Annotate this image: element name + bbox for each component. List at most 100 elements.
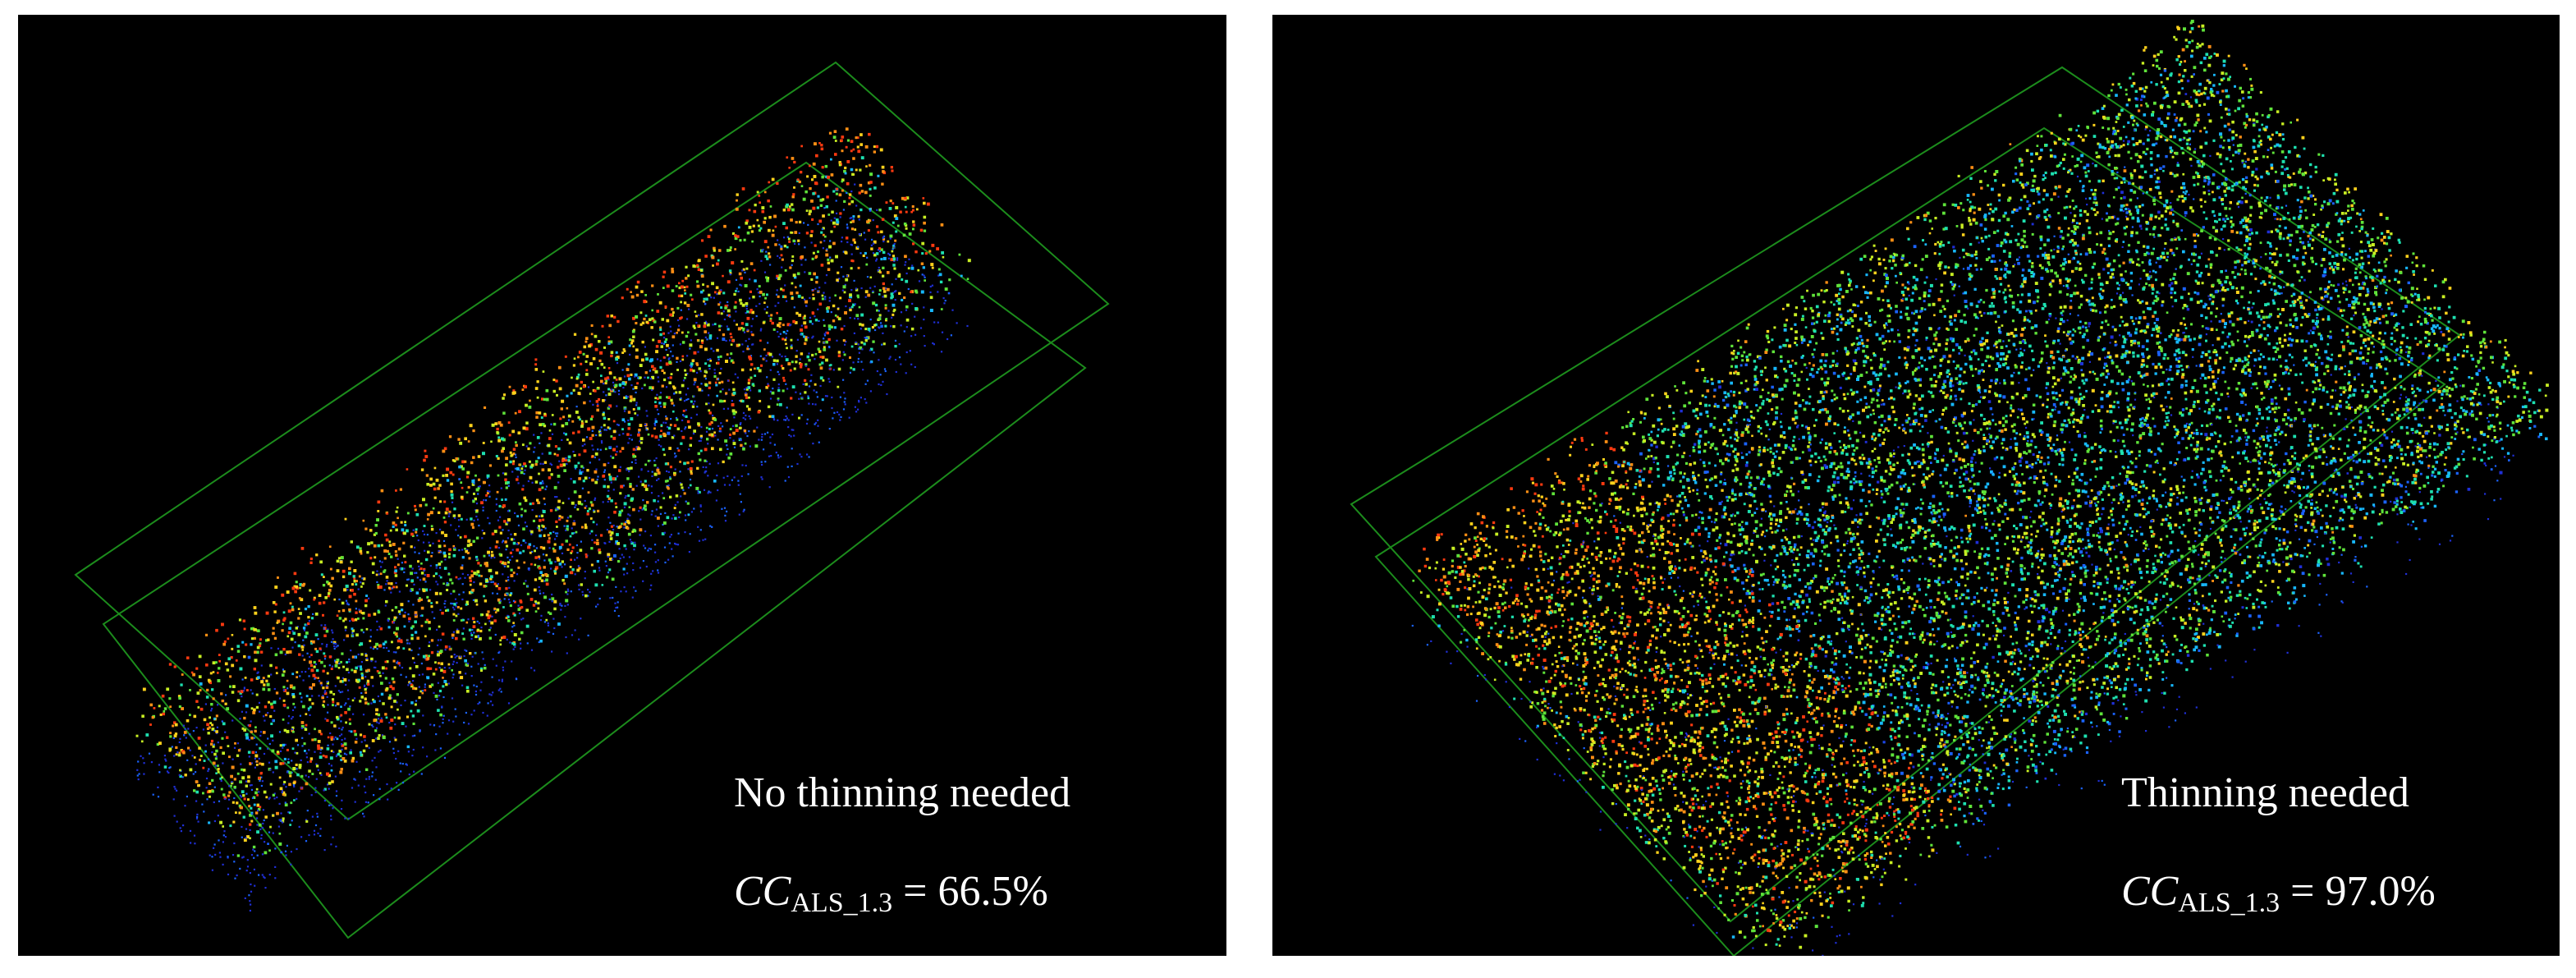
lidar-point <box>796 272 800 276</box>
lidar-point <box>784 419 787 421</box>
lidar-point <box>608 477 612 481</box>
lidar-point <box>634 373 638 377</box>
lidar-point <box>473 482 475 484</box>
lidar-point <box>837 315 839 319</box>
lidar-point <box>490 694 493 696</box>
lidar-point <box>588 476 591 480</box>
lidar-point <box>673 507 676 510</box>
lidar-point <box>437 709 440 712</box>
lidar-point <box>461 598 464 601</box>
lidar-point <box>184 774 187 777</box>
lidar-point <box>598 430 602 434</box>
lidar-point <box>280 852 282 854</box>
lidar-point <box>676 332 678 334</box>
lidar-point <box>250 806 253 810</box>
lidar-point <box>379 749 382 751</box>
lidar-point <box>708 293 711 296</box>
lidar-point <box>690 293 693 296</box>
lidar-point <box>288 811 291 815</box>
lidar-point <box>406 715 409 719</box>
lidar-point <box>795 350 798 352</box>
lidar-point <box>364 691 368 694</box>
lidar-point <box>371 724 374 727</box>
lidar-point <box>473 631 475 634</box>
lidar-point <box>429 544 432 547</box>
lidar-point <box>695 362 699 365</box>
lidar-point <box>570 571 574 575</box>
lidar-point <box>430 651 434 654</box>
lidar-point <box>517 608 520 611</box>
lidar-point <box>727 249 730 252</box>
lidar-point <box>319 834 322 837</box>
lidar-point <box>287 811 290 814</box>
lidar-point <box>458 593 461 596</box>
lidar-point <box>531 481 534 484</box>
lidar-point <box>685 277 688 280</box>
lidar-point <box>511 453 514 457</box>
lidar-point <box>651 388 653 392</box>
lidar-point <box>260 771 263 774</box>
lidar-point <box>747 382 750 385</box>
lidar-point <box>507 421 511 425</box>
lidar-point <box>717 259 720 262</box>
lidar-point <box>833 130 837 133</box>
lidar-point <box>849 193 852 196</box>
lidar-point <box>650 584 653 586</box>
lidar-point <box>516 467 520 471</box>
lidar-point <box>700 269 704 272</box>
lidar-point <box>554 508 557 512</box>
lidar-point <box>501 636 504 640</box>
lidar-point <box>364 684 366 686</box>
lidar-point <box>587 386 590 388</box>
lidar-point <box>516 475 519 478</box>
lidar-point <box>516 548 520 552</box>
lidar-point <box>622 484 625 487</box>
lidar-point <box>671 270 675 273</box>
lidar-point <box>708 364 711 367</box>
lidar-point <box>599 351 603 355</box>
lidar-point <box>798 314 802 317</box>
lidar-point <box>680 301 682 304</box>
lidar-point <box>260 680 264 684</box>
lidar-point <box>680 285 684 289</box>
lidar-point <box>566 519 569 522</box>
lidar-point <box>649 386 653 390</box>
lidar-point <box>729 357 731 360</box>
lidar-point <box>309 561 313 564</box>
lidar-point <box>693 326 696 329</box>
lidar-point <box>202 792 204 795</box>
lidar-point <box>629 353 631 356</box>
lidar-point <box>858 218 860 221</box>
lidar-point <box>543 559 546 562</box>
lidar-point <box>761 209 765 214</box>
lidar-point <box>425 618 429 622</box>
lidar-point <box>339 691 341 694</box>
lidar-point <box>473 709 475 712</box>
lidar-point <box>320 732 323 736</box>
lidar-point <box>560 407 563 411</box>
lidar-point <box>791 259 794 263</box>
lidar-point <box>296 676 298 678</box>
lidar-point <box>525 465 527 468</box>
lidar-point <box>452 514 456 517</box>
lidar-point <box>364 801 367 803</box>
lidar-point <box>396 646 399 650</box>
lidar-point <box>736 343 740 347</box>
lidar-point <box>282 618 286 622</box>
lidar-point <box>354 732 357 737</box>
lidar-point <box>572 450 575 453</box>
lidar-point <box>493 530 497 534</box>
lidar-point <box>184 805 186 807</box>
lidar-point <box>350 749 352 751</box>
lidar-point <box>774 243 777 246</box>
lidar-point <box>811 289 814 292</box>
lidar-point <box>621 369 624 371</box>
lidar-point <box>389 685 392 688</box>
lidar-point <box>259 650 264 654</box>
lidar-point <box>784 284 786 287</box>
lidar-point <box>577 430 580 434</box>
lidar-point <box>305 819 308 821</box>
lidar-point <box>608 371 612 375</box>
lidar-point <box>222 793 226 797</box>
lidar-point <box>300 724 305 728</box>
